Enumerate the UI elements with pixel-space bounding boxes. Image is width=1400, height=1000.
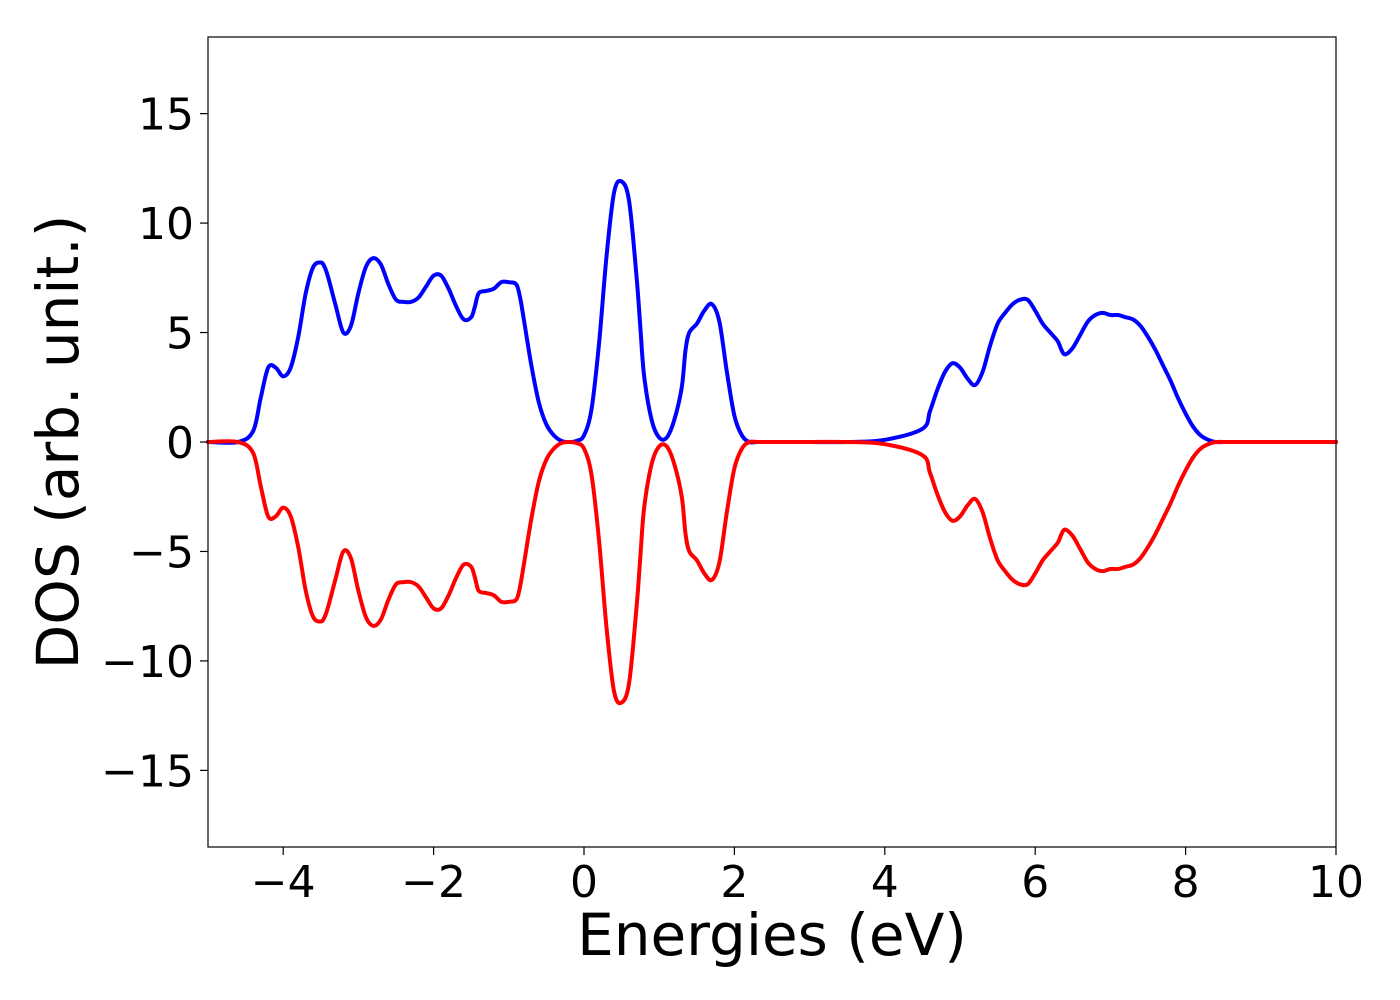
y-tick-label: −15 bbox=[101, 746, 194, 797]
x-tick-label: 10 bbox=[1308, 857, 1364, 908]
series-layer bbox=[206, 178, 1338, 706]
x-tick-label: 0 bbox=[570, 857, 598, 908]
x-axis-title: Energies (eV) bbox=[577, 901, 967, 969]
y-tick-label: 15 bbox=[138, 90, 194, 141]
y-tick-label: −10 bbox=[101, 637, 194, 688]
series-line-spin-up bbox=[206, 178, 1338, 445]
y-tick-label: 10 bbox=[138, 199, 194, 250]
x-tick-label: −2 bbox=[401, 857, 466, 908]
series-line-spin-down bbox=[206, 439, 1338, 706]
x-tick-label: −4 bbox=[251, 857, 316, 908]
x-tick-label: 4 bbox=[871, 857, 899, 908]
y-tick-label: 5 bbox=[166, 309, 194, 360]
y-axis-ticks: 15 10 5 0 −5 −10 −15 bbox=[101, 90, 208, 797]
x-tick-label: 2 bbox=[720, 857, 748, 908]
y-tick-label: −5 bbox=[129, 527, 194, 578]
y-tick-label: 0 bbox=[166, 418, 194, 469]
x-tick-label: 6 bbox=[1021, 857, 1049, 908]
y-axis-title: DOS (arb. unit.) bbox=[24, 215, 92, 670]
x-tick-label: 8 bbox=[1172, 857, 1200, 908]
x-axis-ticks: −4 −2 0 2 4 6 8 10 bbox=[251, 847, 1364, 908]
